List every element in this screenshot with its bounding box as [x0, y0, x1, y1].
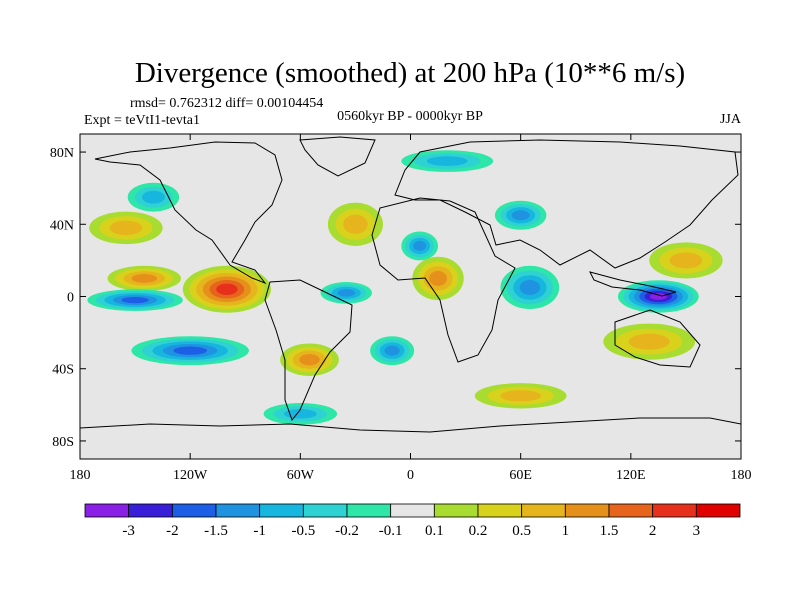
feature-contour	[173, 346, 207, 355]
colorbar-swatch	[652, 503, 697, 518]
feature-north-pacific-negative	[127, 182, 180, 212]
feature-contour	[429, 270, 447, 286]
colorbar-label: 1	[562, 523, 570, 539]
feature-central-pacific-negative	[87, 289, 183, 311]
experiment-label: Expt = teVtI1-tevta1	[84, 113, 200, 128]
feature-contour	[131, 274, 158, 283]
coastline-antarctica	[80, 417, 741, 433]
feature-west-pacific-positive	[649, 242, 723, 279]
feature-contour	[299, 354, 320, 366]
x-tick-label: 120E	[616, 468, 646, 483]
y-tick-label: 80N	[50, 146, 74, 161]
colorbar-swatch	[215, 503, 261, 518]
coastline-greenland	[299, 136, 376, 177]
feature-contour	[109, 220, 143, 236]
coastlines	[80, 136, 741, 433]
feature-central-pacific-positive	[107, 265, 181, 292]
coastline-australia	[614, 309, 701, 368]
feature-contour	[337, 289, 356, 297]
coastline-north-america	[94, 141, 283, 285]
colorbar-label: -1.5	[204, 523, 228, 539]
axes: 180 120W 60W 0 60E 120E 180 80N 40N 0 40S 80S	[50, 134, 752, 483]
colorbar-label: -0.2	[335, 523, 359, 539]
y-tick-label: 40N	[50, 218, 74, 233]
x-tick-label: 0	[407, 468, 414, 483]
feature-maritime-continent-negative	[617, 280, 699, 313]
colorbar-label: -3	[122, 523, 135, 539]
coastline-maritime	[589, 271, 677, 297]
y-tick-label: 40S	[52, 363, 74, 378]
feature-contour	[121, 297, 149, 304]
colorbar-label: -0.1	[379, 523, 403, 539]
colorbar-swatch	[608, 503, 654, 518]
colorbar-label: 3	[693, 523, 701, 539]
x-tick-label: 180	[70, 468, 91, 483]
colorbar-swatch	[521, 503, 566, 518]
colorbar-swatch	[477, 503, 523, 518]
colorbar-label: 0.1	[425, 523, 444, 539]
period-label: 0560kyr BP - 0000kyr BP	[337, 109, 483, 124]
feature-southern-ocean-positive	[474, 383, 567, 409]
feature-indian-ocean-negative	[500, 265, 560, 310]
colorbar-label: -0.5	[291, 523, 315, 539]
feature-south-pacific-negative	[131, 336, 249, 366]
x-tick-label: 180	[731, 468, 752, 483]
feature-africa-positive	[412, 256, 464, 301]
colorbar-swatch	[84, 503, 130, 518]
coastline-eurasia	[394, 139, 739, 269]
colorbar-swatch	[390, 503, 435, 518]
x-tick-label: 120W	[173, 468, 208, 483]
feature-contour	[343, 214, 368, 234]
feature-south-atlantic-negative	[370, 336, 415, 366]
feature-australia-positive	[603, 323, 696, 360]
feature-south-america-positive	[280, 343, 339, 376]
feature-asia-negative	[494, 200, 547, 230]
colorbar-label: 2	[649, 523, 657, 539]
feature-antarctic-negative	[263, 403, 338, 425]
feature-contour	[519, 279, 541, 296]
colorbar-swatch	[564, 503, 610, 518]
chart-title: Divergence (smoothed) at 200 hPa (10**6 …	[135, 57, 685, 89]
feature-contour	[142, 190, 165, 204]
coastline-south-america	[264, 279, 353, 422]
y-tick-label: 80S	[52, 435, 74, 450]
feature-east-pacific-positive	[182, 265, 271, 313]
feature-contour	[628, 333, 670, 350]
feature-contour	[413, 240, 427, 251]
colorbar-swatch	[128, 503, 173, 518]
colorbar-swatch	[259, 503, 304, 518]
stats-text: rmsd= 0.762312 diff= 0.00104454	[130, 96, 323, 111]
colorbar-label: -1	[253, 523, 266, 539]
colorbar: -3 -2 -1.5 -1 -0.5 -0.2 -0.1 0.1 0.2 0.5 1 1.5 2 3	[84, 503, 741, 539]
feature-contour	[500, 390, 542, 402]
colorbar-swatch	[302, 503, 348, 518]
feature-north-atlantic-positive	[327, 202, 383, 246]
feature-north-pacific-positive	[89, 211, 163, 245]
colorbar-label: 1.5	[600, 523, 619, 539]
feature-atlantic-negative	[320, 282, 372, 304]
colorbar-swatch	[433, 503, 479, 518]
divergence-field	[87, 150, 723, 425]
colorbar-label: -2	[166, 523, 179, 539]
colorbar-swatch	[346, 503, 392, 518]
feature-arctic-negative	[401, 150, 494, 172]
colorbar-label: 0.5	[512, 523, 531, 539]
feature-contour	[669, 252, 703, 269]
colorbar-label: 0.2	[469, 523, 488, 539]
feature-contour	[511, 210, 530, 221]
feature-contour	[216, 283, 238, 295]
y-tick-label: 0	[67, 291, 74, 306]
feature-contour	[649, 293, 667, 300]
colorbar-swatch	[695, 503, 741, 518]
x-tick-label: 60W	[287, 468, 315, 483]
x-tick-label: 60E	[509, 468, 532, 483]
colorbar-swatch	[171, 503, 217, 518]
feature-sahara-negative	[401, 231, 439, 261]
feature-contour	[284, 409, 317, 419]
coastline-africa	[371, 197, 516, 363]
feature-contour	[426, 156, 468, 166]
season-label: JJA	[720, 112, 742, 127]
feature-contour	[384, 345, 400, 356]
